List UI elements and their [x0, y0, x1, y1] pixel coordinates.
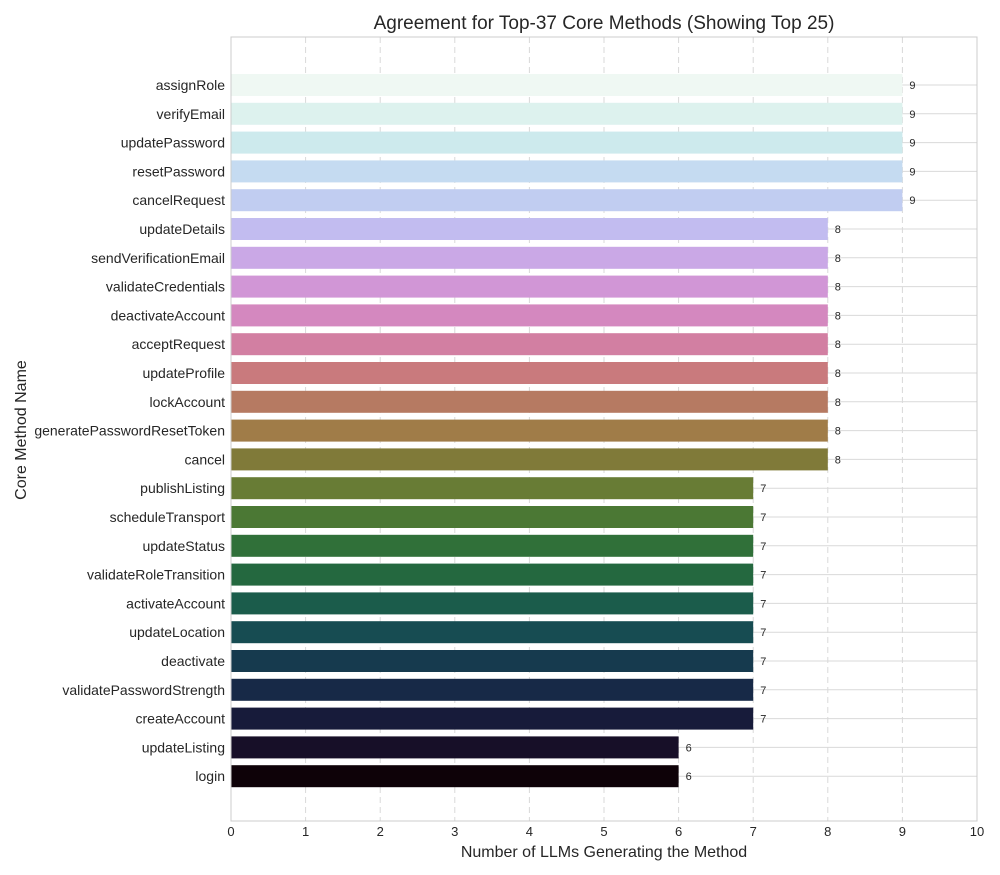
y-tick-label: scheduleTransport — [110, 509, 226, 525]
bar-scheduleTransport — [231, 506, 754, 528]
data-label: 8 — [835, 253, 841, 265]
bar-updateListing — [231, 736, 679, 759]
y-tick-label: validatePasswordStrength — [62, 682, 225, 698]
x-tick-label: 9 — [899, 824, 906, 839]
bars — [231, 74, 903, 788]
data-label: 8 — [835, 454, 841, 466]
data-label: 7 — [760, 656, 766, 668]
y-tick-label: cancelRequest — [132, 192, 225, 208]
y-tick-label: updateProfile — [142, 365, 225, 381]
y-tick-label: sendVerificationEmail — [91, 250, 225, 266]
bar-updateDetails — [231, 218, 828, 240]
y-tick-label: deactivate — [161, 653, 225, 669]
x-tick-label: 1 — [302, 824, 309, 839]
y-tick-label: deactivateAccount — [111, 307, 226, 323]
bar-cancel — [231, 448, 828, 471]
data-label: 6 — [686, 742, 692, 754]
y-tick-label: generatePasswordResetToken — [34, 423, 225, 439]
data-label: 8 — [835, 310, 841, 322]
x-tick-label: 8 — [824, 824, 831, 839]
data-label: 8 — [835, 282, 841, 294]
bar-updateLocation — [231, 621, 754, 644]
y-tick-label: activateAccount — [126, 595, 225, 611]
bar-generatePasswordResetToken — [231, 419, 828, 442]
bar-cancelRequest — [231, 189, 903, 212]
bar-verifyEmail — [231, 102, 903, 125]
y-tick-label: updateListing — [142, 739, 225, 755]
y-tick-label: createAccount — [136, 711, 226, 727]
bar-validateRoleTransition — [231, 563, 754, 586]
y-tick-label: resetPassword — [132, 163, 225, 179]
bar-lockAccount — [231, 390, 828, 413]
x-tick-label: 6 — [675, 824, 682, 839]
bar-login — [231, 765, 679, 788]
y-tick-label: cancel — [185, 451, 225, 467]
data-label: 7 — [760, 483, 766, 495]
data-label: 7 — [760, 627, 766, 639]
bar-sendVerificationEmail — [231, 246, 828, 269]
x-tick-label: 2 — [377, 824, 384, 839]
value-labels: 9 9 9 9 9 8 8 8 8 8 8 8 8 8 7 7 7 7 7 7 7 7 7 6 6 — [686, 80, 916, 783]
bar-publishListing — [231, 477, 754, 500]
bar-updatePassword — [231, 131, 903, 154]
y-tick-label: login — [195, 768, 225, 784]
y-axis-categories: assignRole verifyEmail updatePassword reset… — [34, 77, 225, 784]
bar-validatePasswordStrength — [231, 678, 754, 701]
x-tick-label: 7 — [750, 824, 757, 839]
data-label: 8 — [835, 368, 841, 380]
y-tick-label: validateCredentials — [106, 279, 225, 295]
bar-updateStatus — [231, 534, 754, 557]
y-tick-label: lockAccount — [150, 394, 226, 410]
x-tick-label: 3 — [451, 824, 458, 839]
bar-acceptRequest — [231, 333, 828, 356]
bar-assignRole — [231, 74, 903, 96]
y-tick-label: assignRole — [156, 77, 225, 93]
data-label: 8 — [835, 397, 841, 409]
y-tick-label: acceptRequest — [132, 336, 226, 352]
y-tick-label: validateRoleTransition — [87, 567, 225, 583]
y-tick-label: updatePassword — [121, 135, 225, 151]
data-label: 9 — [909, 109, 915, 121]
bar-createAccount — [231, 707, 754, 730]
data-label: 7 — [760, 714, 766, 726]
bar-validateCredentials — [231, 275, 828, 298]
data-label: 9 — [909, 166, 915, 178]
x-tick-label: 0 — [227, 824, 234, 839]
chart-title: Agreement for Top-37 Core Methods (Showi… — [374, 13, 835, 34]
x-axis-label: Number of LLMs Generating the Method — [461, 844, 747, 861]
y-tick-label: updateStatus — [142, 538, 225, 554]
bar-activateAccount — [231, 592, 754, 615]
x-tick-label: 5 — [600, 824, 607, 839]
data-label: 6 — [686, 771, 692, 783]
y-axis-label: Core Method Name — [13, 360, 30, 500]
data-label: 8 — [835, 339, 841, 351]
bar-resetPassword — [231, 160, 903, 183]
data-label: 7 — [760, 598, 766, 610]
data-label: 8 — [835, 224, 841, 236]
bar-updateProfile — [231, 362, 828, 384]
data-label: 9 — [909, 138, 915, 150]
bar-deactivate — [231, 650, 754, 672]
y-tick-label: verifyEmail — [157, 106, 225, 122]
data-label: 9 — [909, 195, 915, 207]
data-label: 7 — [760, 570, 766, 582]
y-tick-label: publishListing — [140, 480, 225, 496]
bar-deactivateAccount — [231, 304, 828, 327]
x-tick-label: 10 — [970, 824, 984, 839]
x-axis-ticks: 0 1 2 3 4 5 6 7 8 9 10 — [227, 824, 984, 839]
data-label: 7 — [760, 541, 766, 553]
y-tick-label: updateDetails — [139, 221, 225, 237]
y-tick-label: updateLocation — [129, 624, 225, 640]
data-label: 8 — [835, 426, 841, 438]
data-label: 7 — [760, 512, 766, 524]
data-label: 7 — [760, 685, 766, 697]
plot-frame — [230, 36, 978, 822]
data-label: 9 — [909, 80, 915, 92]
x-tick-label: 4 — [526, 824, 533, 839]
